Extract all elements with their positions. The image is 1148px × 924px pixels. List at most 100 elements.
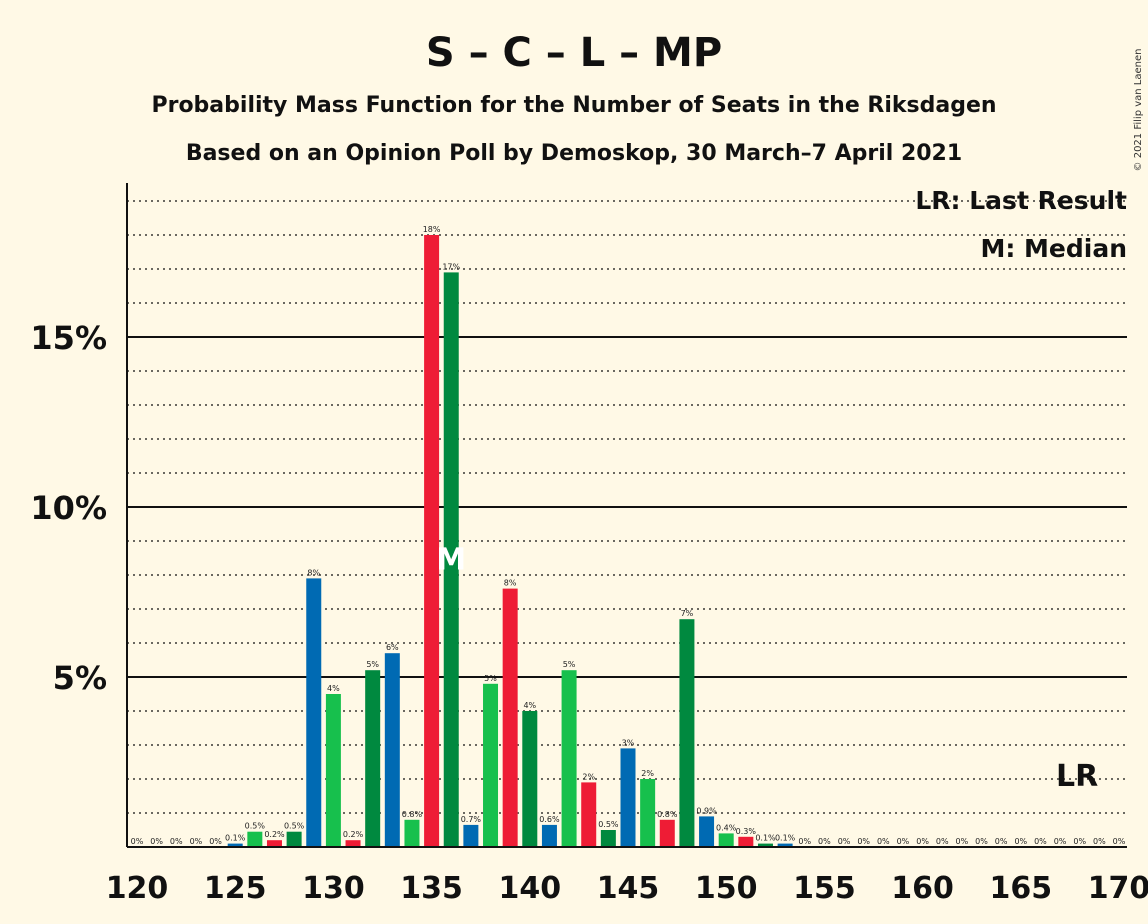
bar-label-137: 0.7% [461, 815, 482, 824]
bar-label-144: 0.5% [598, 820, 619, 829]
bars-group [227, 235, 793, 847]
bar-152 [757, 843, 773, 847]
bar-131 [345, 840, 361, 847]
bar-label-123: 0% [190, 837, 203, 846]
bar-label-148: 7% [681, 609, 694, 618]
bar-label-157: 0% [857, 837, 870, 846]
bar-label-163: 0% [975, 837, 988, 846]
bar-label-142: 5% [563, 660, 576, 669]
bar-label-129: 8% [307, 568, 320, 577]
x-tick-label: 165 [989, 871, 1052, 906]
median-marker: M [436, 543, 466, 578]
bar-label-127: 0.2% [264, 830, 285, 839]
bar-label-139: 8% [504, 579, 517, 588]
bar-139 [502, 588, 518, 847]
bar-label-121: 0% [150, 837, 163, 846]
bar-label-154: 0% [798, 837, 811, 846]
bar-label-162: 0% [956, 837, 969, 846]
bar-label-156: 0% [838, 837, 851, 846]
bar-label-146: 2% [641, 769, 654, 778]
bar-126 [247, 831, 263, 847]
bar-151 [738, 836, 754, 847]
bar-149 [699, 816, 715, 847]
bar-label-165: 0% [1014, 837, 1027, 846]
bar-labels-group: 0% 0% 0% 0% 0% 0.1%0.5%0.2%0.5%8%4%0.2%5%6%0.… [131, 225, 1126, 846]
bar-label-143: 2% [582, 772, 595, 781]
bar-label-160: 0% [916, 837, 929, 846]
legend-last-result: LR: Last Result [915, 186, 1127, 215]
bar-label-132: 5% [366, 660, 379, 669]
bar-label-145: 3% [622, 738, 635, 747]
grid-lines [127, 200, 1127, 814]
bar-138 [483, 683, 499, 847]
bar-label-170: 0% [1113, 837, 1126, 846]
bar-150 [718, 833, 734, 847]
bar-label-159: 0% [897, 837, 910, 846]
bar-142 [561, 670, 577, 847]
x-tick-label: 120 [106, 871, 169, 906]
bar-label-168: 0% [1073, 837, 1086, 846]
bar-label-138: 5% [484, 674, 497, 683]
bar-140 [522, 711, 538, 847]
bar-133 [384, 653, 400, 847]
bar-label-133: 6% [386, 643, 399, 652]
y-tick-label: 5% [53, 659, 107, 697]
bar-141 [541, 824, 557, 847]
bar-label-128: 0.5% [284, 822, 305, 831]
x-tick-label: 160 [891, 871, 954, 906]
x-tick-label: 140 [498, 871, 561, 906]
bar-label-155: 0% [818, 837, 831, 846]
bar-129 [306, 578, 322, 847]
bar-128 [286, 831, 302, 847]
bar-label-169: 0% [1093, 837, 1106, 846]
bar-label-126: 0.5% [245, 822, 266, 831]
copyright-note: © 2021 Filip van Laenen [1133, 49, 1144, 172]
bar-144 [600, 830, 616, 847]
x-tick-label: 130 [302, 871, 365, 906]
bar-145 [620, 748, 636, 847]
bar-label-166: 0% [1034, 837, 1047, 846]
x-tick-label: 135 [400, 871, 463, 906]
bar-148 [679, 619, 695, 847]
bar-label-125: 0.1% [225, 834, 246, 843]
bar-127 [266, 840, 282, 847]
y-tick-label: 15% [30, 319, 107, 357]
y-tick-label: 10% [30, 489, 107, 527]
chart-subtitle-poll: Based on an Opinion Poll by Demoskop, 30… [186, 141, 962, 166]
y-tick-labels: 5% 10% 15% [30, 319, 107, 697]
last-result-marker: LR [1056, 759, 1098, 794]
chart-subtitle: Probability Mass Function for the Number… [151, 93, 996, 118]
x-tick-label: 125 [204, 871, 267, 906]
bar-label-167: 0% [1054, 837, 1067, 846]
x-tick-label: 155 [793, 871, 856, 906]
bar-label-164: 0% [995, 837, 1008, 846]
markers-group: M LR [436, 543, 1098, 794]
bar-147 [659, 819, 675, 847]
bar-label-136: 17% [442, 262, 460, 271]
bar-label-158: 0% [877, 837, 890, 846]
bar-130 [325, 694, 341, 847]
bar-label-149: 0.9% [696, 806, 717, 815]
x-tick-label: 145 [597, 871, 660, 906]
bar-label-150: 0.4% [716, 823, 737, 832]
bar-146 [640, 779, 656, 847]
bar-label-130: 4% [327, 684, 340, 693]
bar-label-152: 0.1% [755, 834, 776, 843]
chart-title: S – C – L – MP [426, 30, 722, 76]
legend-median: M: Median [980, 234, 1127, 263]
bar-label-134: 0.8% [402, 810, 423, 819]
bar-153 [777, 843, 793, 847]
bar-134 [404, 819, 420, 847]
bar-label-120: 0% [131, 837, 144, 846]
bar-label-140: 4% [523, 701, 536, 710]
bar-label-135: 18% [423, 225, 441, 234]
bar-label-147: 0.8% [657, 810, 678, 819]
bar-143 [581, 782, 597, 847]
bar-136 [443, 272, 459, 847]
x-tick-labels: 120 125 130 135 140 145 150 155 160 165 170 [106, 871, 1148, 906]
bar-label-122: 0% [170, 837, 183, 846]
x-tick-label: 170 [1088, 871, 1148, 906]
bar-label-151: 0.3% [736, 827, 757, 836]
bar-label-141: 0.6% [539, 815, 560, 824]
